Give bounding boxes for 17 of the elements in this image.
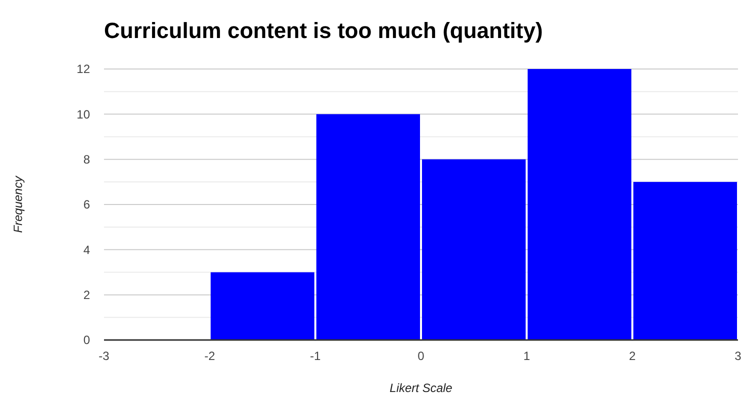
x-tick-label: -3 <box>98 349 110 363</box>
y-tick-label: 4 <box>83 242 90 257</box>
y-axis-title: Frequency <box>11 175 25 233</box>
y-tick-label: 0 <box>83 333 90 348</box>
x-tick-label: 3 <box>734 349 742 363</box>
x-axis-title: Likert Scale <box>390 381 453 395</box>
y-tick-label: 10 <box>76 107 90 122</box>
x-tick-label: 0 <box>418 349 425 363</box>
x-tick-label: -1 <box>310 349 321 363</box>
x-tick-label: -2 <box>204 349 216 363</box>
y-tick-label: 12 <box>76 62 90 76</box>
y-tick-label: 6 <box>83 198 90 212</box>
y-tick-label: 8 <box>83 152 90 167</box>
x-tick-label: 1 <box>523 349 530 363</box>
x-tick-label: 2 <box>628 349 636 363</box>
y-tick-label: 2 <box>83 288 90 302</box>
chart-title: Curriculum content is too much (quantity) <box>104 18 543 43</box>
